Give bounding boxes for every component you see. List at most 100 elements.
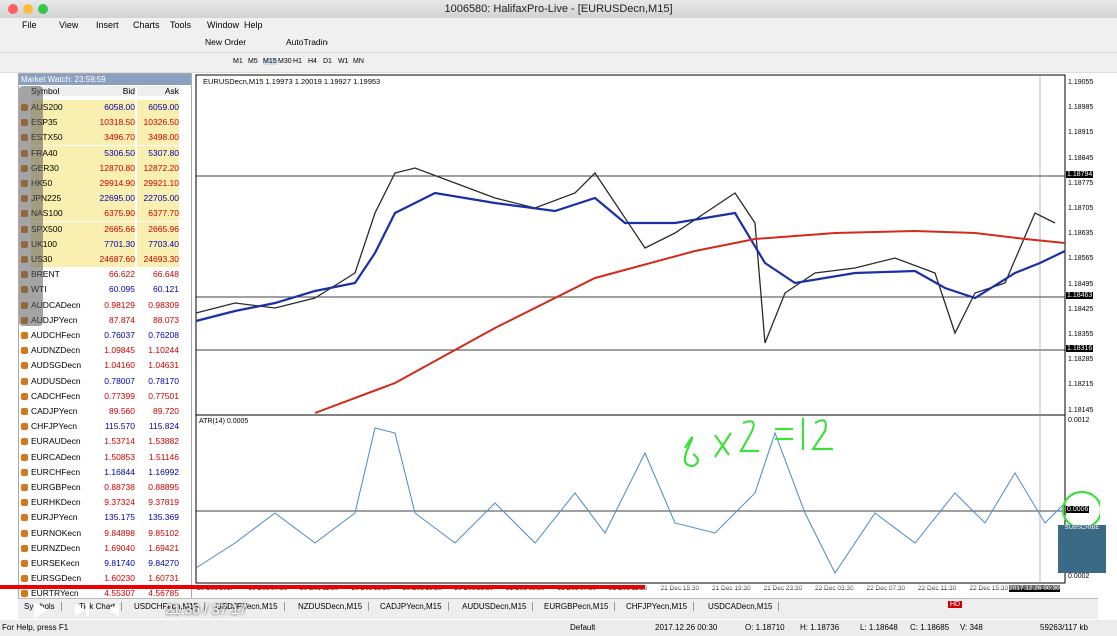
chart-header: EURUSDecn,M15 1.19973 1.20019 1.19927 1.… xyxy=(203,77,381,86)
price-label: 1.18425 xyxy=(1068,305,1094,313)
market-cell: 1.60731 xyxy=(137,571,179,587)
market-cell: EURGBPecn xyxy=(31,480,101,495)
market-cell: CHFJPYecn xyxy=(31,419,101,435)
menu-item[interactable]: Charts xyxy=(133,20,160,30)
market-cell: EURSGDecn xyxy=(31,571,101,587)
price-label: 1.18565 xyxy=(1068,255,1094,263)
menu-item[interactable]: Window xyxy=(207,20,240,30)
market-cell: 1.04160 xyxy=(89,358,135,374)
market-cell: 4.55307 xyxy=(89,586,135,601)
symbol-icon xyxy=(21,332,28,339)
price-label: 1.18915 xyxy=(1068,129,1094,137)
timeframe-button[interactable]: M1 xyxy=(233,58,243,65)
menu-item[interactable]: Insert xyxy=(96,20,119,30)
price-marker: 1.18463 xyxy=(1066,292,1094,299)
chart-tab[interactable]: CHFJPYecn,M15 xyxy=(620,602,695,611)
video-controls: 21:36 / 37:17 HD xyxy=(20,598,1110,622)
market-cell: 0.77501 xyxy=(137,388,179,404)
market-cell: 7701.30 xyxy=(89,236,135,252)
status-field: V: 348 xyxy=(960,623,983,632)
market-cell: AUDJPYecn xyxy=(31,312,101,328)
market-cell: ESP35 xyxy=(31,115,101,131)
timeframe-button[interactable]: H1 xyxy=(293,58,302,65)
toolbar-button[interactable]: AutoTrading xyxy=(286,37,328,47)
toolbar-button[interactable]: New Order xyxy=(205,37,247,47)
symbol-icon xyxy=(21,453,28,461)
timeframe-button[interactable]: H4 xyxy=(308,58,317,65)
price-label: 1.18705 xyxy=(1068,205,1094,212)
market-cell: 10318.50 xyxy=(89,115,135,131)
market-cell: EURCADecn xyxy=(31,449,101,465)
timeframe-button[interactable]: W1 xyxy=(338,58,349,65)
market-cell: 9.84270 xyxy=(137,556,179,571)
player-buttons[interactable] xyxy=(20,598,140,622)
market-cell: 1.53714 xyxy=(89,434,135,450)
market-cell: CADJPYecn xyxy=(31,404,101,419)
menu-item[interactable]: Help xyxy=(244,20,263,30)
market-cell: 9.85102 xyxy=(137,525,179,541)
market-cell: AUDCADecn xyxy=(31,297,101,313)
menu-item[interactable]: View xyxy=(59,20,79,30)
market-cell: EURCHFecn xyxy=(31,464,101,480)
chart-window: EURUSDecn,M15 1.19973 1.20019 1.19927 1.… xyxy=(195,73,1100,598)
time-label: 22 Dec 07:30 xyxy=(866,585,906,592)
market-cell: 60.095 xyxy=(89,282,135,298)
timeframe-toolbar: M1 M5 M15 M30 H1 H4 D1 W1 MN xyxy=(0,53,1117,73)
symbol-icon xyxy=(21,468,28,476)
chart-tab[interactable]: CADJPYecn,M15 xyxy=(374,602,449,611)
timeframe-button[interactable]: M30 xyxy=(278,58,292,65)
progress-played xyxy=(0,585,645,589)
subscribe-button[interactable]: SUBSCRIBE xyxy=(1058,525,1106,573)
timeframe-button[interactable]: D1 xyxy=(323,58,332,65)
market-cell: 6058.00 xyxy=(89,100,135,115)
market-cell: 66.622 xyxy=(89,267,135,283)
market-cell: 9.81740 xyxy=(89,556,135,571)
market-cell: 1.16844 xyxy=(89,464,135,480)
status-bar: For Help, press F1 Default 2017.12.26 00:3… xyxy=(0,620,1117,636)
progress-track xyxy=(0,585,1117,589)
chart-tab[interactable]: NZDUSDecn,M15 xyxy=(292,602,370,611)
market-cell: JPN225 xyxy=(31,191,101,207)
main-pane xyxy=(195,74,1066,416)
chart-tab[interactable]: USDCHFecn,M15 xyxy=(128,602,206,611)
market-cell: ESTX50 xyxy=(31,130,101,146)
menu-item[interactable]: Tools xyxy=(170,20,192,30)
market-cell: 87.874 xyxy=(89,312,135,328)
status-field: Default xyxy=(570,623,596,632)
market-cell: EURHKDecn xyxy=(31,495,101,511)
market-cell: 66.648 xyxy=(137,267,179,283)
chart-tab[interactable]: Tick Chart xyxy=(73,602,123,611)
symbol-icon xyxy=(21,362,28,370)
market-cell: 0.88738 xyxy=(89,480,135,495)
toolbar: New Order AutoTrading xyxy=(0,33,1117,53)
market-cell: 0.98129 xyxy=(89,297,135,313)
time-label: 21 Dec 15:30 xyxy=(660,585,700,592)
market-cell: EURNOKecn xyxy=(31,525,101,541)
market-cell: 1.10244 xyxy=(137,343,179,359)
moving-average xyxy=(195,191,1066,323)
market-cell: GER30 xyxy=(31,160,101,176)
chart-tab[interactable]: AUDUSDecn,M15 xyxy=(456,602,534,611)
handwriting-strokes xyxy=(683,418,833,468)
market-cell: 22705.00 xyxy=(137,191,179,207)
time-marker: 2017.12.26 00:30 xyxy=(1009,585,1060,592)
market-cell: EURNZDecn xyxy=(31,540,101,556)
symbol-icon xyxy=(21,484,28,491)
column-header: Symbol xyxy=(31,86,101,96)
market-cell: EURJPYecn xyxy=(31,510,101,526)
symbol-icon xyxy=(21,575,28,583)
market-cell: 9.84898 xyxy=(89,525,135,541)
hd-badge[interactable]: HD xyxy=(948,601,963,608)
market-cell: 7703.40 xyxy=(137,236,179,252)
market-cell: 12872.20 xyxy=(137,160,179,176)
symbol-icon xyxy=(21,408,28,415)
symbol-icon xyxy=(21,514,28,522)
chart-tab[interactable]: USDCADecn,M15 xyxy=(702,602,780,611)
timeframe-button[interactable]: M5 xyxy=(248,58,258,65)
chart-tab[interactable]: EURGBPecn,M15 xyxy=(538,602,616,611)
market-cell: 1.51146 xyxy=(137,449,179,465)
chart-tab[interactable]: USDJPYecn,M15 xyxy=(210,602,285,611)
timeframe-button[interactable]: MN xyxy=(353,58,364,65)
timeframe-button[interactable]: M15 xyxy=(263,58,277,65)
menu-item[interactable]: File xyxy=(22,20,37,30)
